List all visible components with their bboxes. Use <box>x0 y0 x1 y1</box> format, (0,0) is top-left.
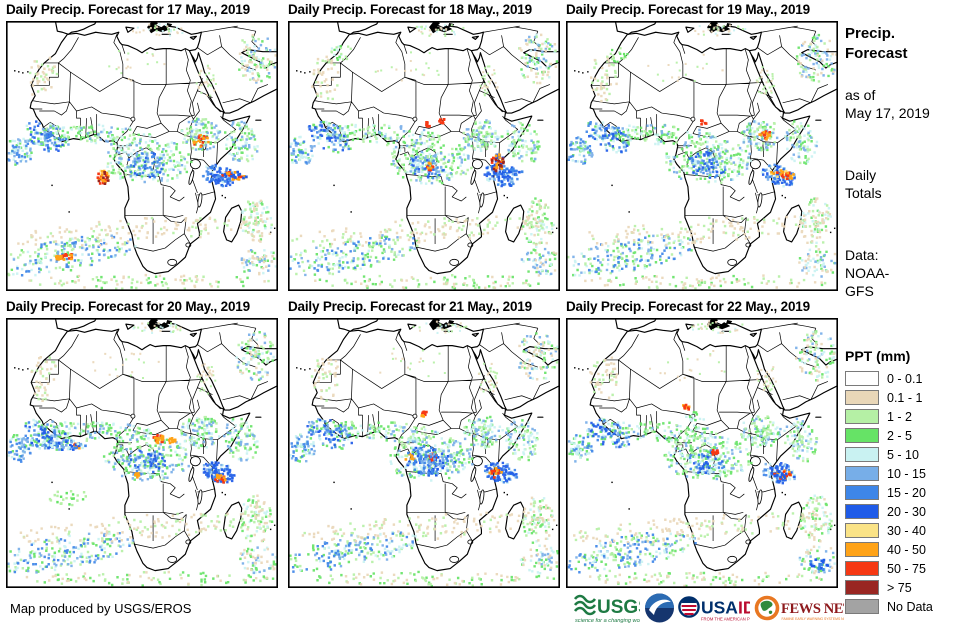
legend-label: 10 - 15 <box>887 466 926 481</box>
usgs-wave-icon <box>574 594 597 616</box>
legend-label: 30 - 40 <box>887 523 926 538</box>
precip-map-africa-5 <box>288 318 560 588</box>
usaid-wordmark: USAID <box>701 598 750 618</box>
legend-swatch <box>845 409 879 424</box>
legend-swatch <box>845 466 879 481</box>
legend-swatch <box>845 428 879 443</box>
forecast-panel-1: Daily Precip. Forecast for 17 May., 2019 <box>6 2 282 291</box>
asof-label: as of <box>845 87 876 103</box>
precip-map-africa-6 <box>566 318 838 588</box>
sidebar-title-line2: Forecast <box>845 44 908 62</box>
panel-title: Daily Precip. Forecast for 22 May., 2019 <box>566 299 810 314</box>
legend-item: 5 - 10 <box>845 445 967 464</box>
legend-rows: 0 - 0.1 0.1 - 1 1 - 2 2 - 5 5 - 10 10 - 15 15 … <box>845 369 967 616</box>
panel-title: Daily Precip. Forecast for 20 May., 2019 <box>6 299 250 314</box>
totals-block: Daily Totals <box>845 166 882 202</box>
legend-label: 40 - 50 <box>887 542 926 557</box>
data-source-line1: NOAA- <box>845 265 890 282</box>
legend-title: PPT (mm) <box>845 348 911 364</box>
usgs-wordmark: USGS <box>597 597 640 618</box>
legend-label: 2 - 5 <box>887 428 913 443</box>
sidebar-title-line1: Precip. <box>845 25 896 42</box>
legend-label: 1 - 2 <box>887 409 913 424</box>
usaid-logo: USAID FROM THE AMERICAN PEOPLE <box>678 596 750 622</box>
legend-swatch <box>845 485 879 500</box>
fewsnet-tagline: FAMINE EARLY WARNING SYSTEMS NETWORK <box>782 617 845 621</box>
legend-item: 50 - 75 <box>845 559 967 578</box>
data-source-line2: GFS <box>845 283 874 300</box>
totals-line2: Totals <box>845 185 882 202</box>
legend-item: 40 - 50 <box>845 540 967 559</box>
asof-block: as of May 17, 2019 <box>845 86 930 122</box>
precip-map-africa-3 <box>566 21 838 291</box>
panel-title: Daily Precip. Forecast for 21 May., 2019 <box>288 299 532 314</box>
legend-item: 30 - 40 <box>845 521 967 540</box>
forecast-panel-5: Daily Precip. Forecast for 21 May., 2019 <box>288 299 564 588</box>
precip-map-africa-1 <box>6 21 278 291</box>
legend-label: 50 - 75 <box>887 561 926 576</box>
legend-label: No Data <box>887 599 933 614</box>
legend-swatch <box>845 561 879 576</box>
legend: PPT (mm) 0 - 0.1 0.1 - 1 1 - 2 2 - 5 5 - 10 1… <box>845 348 967 616</box>
precip-map-africa-4 <box>6 318 278 588</box>
fewsnet-logo: FEWS NET FAMINE EARLY WARNING SYSTEMS NE… <box>754 595 845 621</box>
sidebar-title: Precip. Forecast <box>845 24 965 63</box>
legend-label: 0 - 0.1 <box>887 371 923 386</box>
legend-swatch <box>845 390 879 405</box>
legend-item: 20 - 30 <box>845 502 967 521</box>
usgs-tagline: science for a changing world <box>575 618 640 624</box>
legend-item: 0 - 0.1 <box>845 369 967 388</box>
forecast-panel-3: Daily Precip. Forecast for 19 May., 2019 <box>566 2 842 291</box>
panel-title: Daily Precip. Forecast for 17 May., 2019 <box>6 2 250 17</box>
legend-item: 0.1 - 1 <box>845 388 967 407</box>
panel-title: Daily Precip. Forecast for 18 May., 2019 <box>288 2 532 17</box>
legend-item: 1 - 2 <box>845 407 967 426</box>
legend-swatch <box>845 371 879 386</box>
forecast-panel-4: Daily Precip. Forecast for 20 May., 2019 <box>6 299 282 588</box>
legend-item: > 75 <box>845 578 967 597</box>
noaa-logo: NOAA <box>645 593 674 623</box>
asof-date: May 17, 2019 <box>845 105 930 122</box>
totals-line1: Daily <box>845 167 877 183</box>
forecast-panel-6: Daily Precip. Forecast for 22 May., 2019 <box>566 299 842 588</box>
sidebar: Precip. Forecast as of May 17, 2019 Dail… <box>845 24 965 299</box>
legend-label: 20 - 30 <box>887 504 926 519</box>
panel-title: Daily Precip. Forecast for 19 May., 2019 <box>566 2 810 17</box>
data-source-label: Data: <box>845 247 879 263</box>
usaid-tagline: FROM THE AMERICAN PEOPLE <box>701 617 750 622</box>
legend-item: 15 - 20 <box>845 483 967 502</box>
noaa-seagull-icon <box>649 599 671 615</box>
legend-swatch <box>845 447 879 462</box>
legend-label: 0.1 - 1 <box>887 390 923 405</box>
legend-item: 2 - 5 <box>845 426 967 445</box>
legend-label: > 75 <box>887 580 912 595</box>
legend-label: 15 - 20 <box>887 485 926 500</box>
forecast-panel-2: Daily Precip. Forecast for 18 May., 2019 <box>288 2 564 291</box>
legend-item: 10 - 15 <box>845 464 967 483</box>
legend-item: No Data <box>845 597 967 616</box>
footer-credit: Map produced by USGS/EROS <box>10 601 192 616</box>
legend-swatch <box>845 599 879 614</box>
usgs-logo: USGS science for a changing world <box>574 594 640 624</box>
legend-swatch <box>845 523 879 538</box>
precip-map-africa-2 <box>288 21 560 291</box>
legend-swatch <box>845 542 879 557</box>
legend-label: 5 - 10 <box>887 447 919 462</box>
legend-swatch <box>845 580 879 595</box>
data-source-block: Data: NOAA- GFS <box>845 246 889 301</box>
legend-swatch <box>845 504 879 519</box>
fewsnet-wordmark: FEWS NET <box>781 601 844 617</box>
